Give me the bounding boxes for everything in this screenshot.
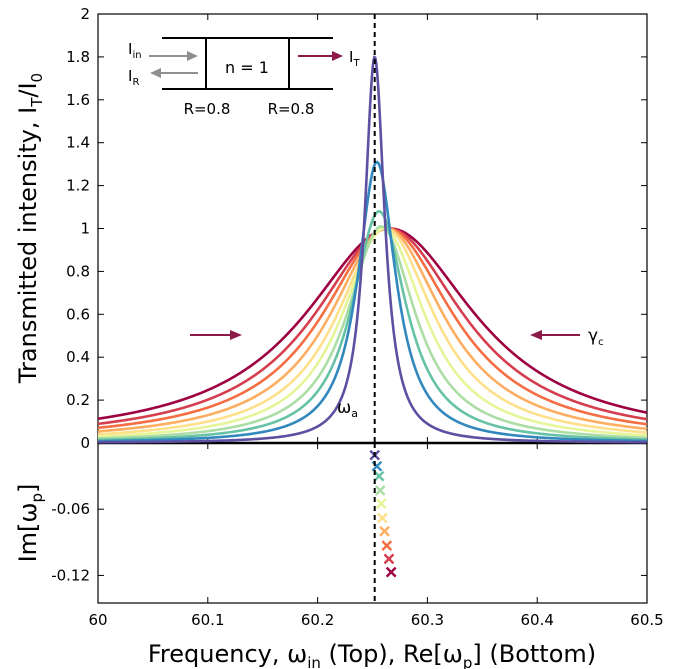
pole-marker-8 xyxy=(381,540,393,551)
transmission-curve-1 xyxy=(97,227,648,421)
inset-i-r-arrowhead xyxy=(150,68,161,78)
inset-schematic: Iin IR n = 1 IT R=0.8 R=0.8 xyxy=(128,37,360,118)
bottom-points xyxy=(369,449,397,578)
top-y-tick-label: 0.6 xyxy=(66,305,90,323)
inset-r-right-label: R=0.8 xyxy=(268,100,315,118)
top-y-tick-label: 0.4 xyxy=(66,348,90,366)
left-arrowhead xyxy=(230,330,242,340)
inset-i-r-label: IR xyxy=(128,67,139,88)
bottom-ticks: 60 60.1 60.2 60.3 60.4 60.5 -0.06 -0.12 xyxy=(51,443,664,629)
top-y-tick-label: 0.2 xyxy=(66,391,90,409)
narrowing-arrows: γc xyxy=(190,326,604,348)
top-y-axis-title: Transmitted intensity, IT/I0 xyxy=(14,73,46,384)
top-y-tick-label: 1.8 xyxy=(66,48,90,66)
top-y-ticks: 0 0.2 0.4 0.6 0.8 1 1.2 1.4 1.6 1.8 2 xyxy=(66,5,648,452)
bottom-y-tick-label: -0.12 xyxy=(51,566,90,584)
top-y-tick-label: 0.8 xyxy=(66,262,90,280)
transmission-curve-10 xyxy=(97,55,647,444)
pole-marker-7 xyxy=(379,525,390,537)
bottom-y-tick-label: -0.06 xyxy=(51,500,90,518)
x-tick-label: 60.3 xyxy=(411,611,444,629)
top-y-tick-label: 1.6 xyxy=(66,91,90,109)
transmission-curve-9 xyxy=(97,160,648,443)
pole-marker-10 xyxy=(385,566,397,578)
x-axis-title: Frequency, ωin (Top), Re[ωp] (Bottom) xyxy=(148,640,596,669)
top-y-tick-label: 1 xyxy=(80,220,90,238)
gamma-c-label: γc xyxy=(588,326,604,348)
top-y-tick-label: 1.4 xyxy=(66,134,90,152)
x-tick-label: 60.5 xyxy=(630,611,663,629)
transmission-curve-7 xyxy=(97,225,648,440)
pole-marker-4 xyxy=(374,485,386,496)
pole-marker-6 xyxy=(377,512,388,524)
x-tick-label: 60 xyxy=(88,611,107,629)
transmission-curve-5 xyxy=(97,227,648,436)
bottom-y-axis-title: Im[ωp] xyxy=(14,484,46,563)
top-y-tick-label: 1.2 xyxy=(66,177,90,195)
inset-i-in-arrowhead xyxy=(187,51,198,61)
x-tick-label: 60.4 xyxy=(520,611,553,629)
transmission-curve-2 xyxy=(97,227,648,426)
inset-r-left-label: R=0.8 xyxy=(184,100,231,118)
pole-marker-5 xyxy=(375,498,387,510)
x-tick-label: 60.2 xyxy=(301,611,334,629)
transmission-curve-8 xyxy=(97,210,648,442)
inset-i-t-arrowhead xyxy=(332,51,343,61)
inset-i-t-label: IT xyxy=(349,48,360,69)
top-y-tick-label: 2 xyxy=(80,5,90,23)
inset-n-label: n = 1 xyxy=(225,58,269,77)
pole-marker-9 xyxy=(383,553,395,565)
pole-marker-3 xyxy=(373,470,385,482)
bottom-plot-frame xyxy=(97,442,648,604)
omega-a-label: ωa xyxy=(337,398,358,420)
top-curves xyxy=(97,55,648,444)
top-y-tick-label: 0 xyxy=(80,434,90,452)
right-arrowhead xyxy=(530,330,542,340)
x-tick-label: 60.1 xyxy=(191,611,224,629)
inset-i-in-label: Iin xyxy=(128,40,142,61)
